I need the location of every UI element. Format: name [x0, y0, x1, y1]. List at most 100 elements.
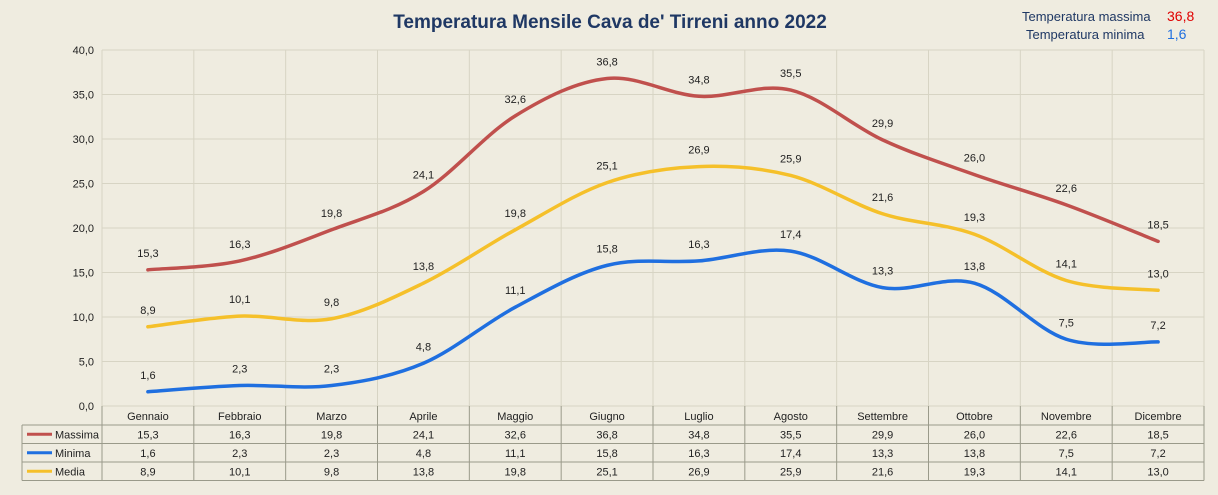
category-label: Ottobre	[956, 411, 993, 423]
series-line-massima	[146, 76, 1160, 272]
table-cell: 8,9	[140, 466, 155, 478]
data-label-minima: 16,3	[688, 239, 709, 251]
table-cell: 13,8	[964, 448, 985, 460]
table-cell: 13,8	[413, 466, 434, 478]
data-point-massima	[972, 173, 976, 177]
category-label: Settembre	[857, 411, 908, 423]
min-annotation-value: 1,6	[1167, 26, 1187, 42]
table-cell: 26,9	[688, 466, 709, 478]
legend-label-minima: Minima	[55, 448, 91, 460]
data-point-media	[146, 325, 150, 329]
category-label: Marzo	[316, 411, 347, 423]
data-label-media: 19,3	[964, 212, 985, 224]
data-point-massima	[146, 268, 150, 272]
data-label-media: 13,0	[1147, 268, 1168, 280]
data-point-media	[513, 228, 517, 232]
table-cell: 11,1	[505, 448, 526, 460]
data-point-minima	[697, 259, 701, 263]
table-cell: 25,1	[596, 466, 617, 478]
y-tick-label: 0,0	[79, 401, 94, 413]
data-label-massima: 16,3	[229, 239, 250, 251]
y-tick-label: 5,0	[79, 357, 94, 369]
table-cell: 9,8	[324, 466, 339, 478]
data-label-media: 19,8	[505, 208, 526, 220]
data-label-minima: 11,1	[505, 285, 526, 297]
data-point-massima	[238, 259, 242, 263]
legend-label-massima: Massima	[55, 429, 100, 441]
max-annotation-label: Temperatura massima	[1022, 9, 1151, 24]
data-label-massima: 32,6	[505, 94, 526, 106]
data-point-media	[697, 165, 701, 169]
category-label: Gennaio	[127, 411, 169, 423]
data-point-media	[1064, 279, 1068, 283]
data-label-media: 26,9	[688, 145, 709, 157]
category-label: Luglio	[684, 411, 713, 423]
category-label: Aprile	[409, 411, 437, 423]
table-cell: 13,0	[1147, 466, 1168, 478]
data-point-massima	[1064, 203, 1068, 207]
data-label-massima: 24,1	[413, 170, 434, 182]
data-label-massima: 35,5	[780, 68, 801, 80]
table-cell: 15,8	[596, 448, 617, 460]
table-cell: 1,6	[140, 448, 155, 460]
data-label-minima: 1,6	[140, 370, 155, 382]
data-point-massima	[697, 94, 701, 98]
table-cell: 2,3	[324, 448, 339, 460]
category-labels: Gennaio Febbraio Marzo Aprile Maggio Giugno Lu…	[127, 411, 1182, 423]
table-cell: 2,3	[232, 448, 247, 460]
data-label-media: 13,8	[413, 261, 434, 273]
category-label: Novembre	[1041, 411, 1092, 423]
data-point-minima	[789, 249, 793, 253]
table-cell: 16,3	[229, 429, 250, 441]
data-point-media	[238, 314, 242, 318]
data-label-minima: 2,3	[324, 364, 339, 376]
table-cell: 21,6	[872, 466, 893, 478]
data-point-minima	[881, 286, 885, 290]
series-line-media	[146, 164, 1160, 329]
data-point-minima	[238, 384, 242, 388]
max-annotation-value: 36,8	[1167, 8, 1194, 24]
table-cell: 22,6	[1056, 429, 1077, 441]
gridlines	[101, 49, 1205, 407]
data-point-massima	[881, 138, 885, 142]
data-label-media: 25,1	[596, 161, 617, 173]
data-label-minima: 2,3	[232, 364, 247, 376]
table-cell: 4,8	[416, 448, 431, 460]
data-label-minima: 7,5	[1059, 317, 1074, 329]
table-cell: 19,8	[505, 466, 526, 478]
data-point-media	[881, 212, 885, 216]
data-point-media	[972, 232, 976, 236]
data-point-minima	[421, 361, 425, 365]
data-point-minima	[513, 305, 517, 309]
data-label-massima: 34,8	[688, 74, 709, 86]
data-label-media: 21,6	[872, 192, 893, 204]
data-label-media: 14,1	[1056, 259, 1077, 271]
y-tick-label: 30,0	[73, 134, 94, 146]
y-tick-label: 20,0	[73, 223, 94, 235]
data-label-massima: 22,6	[1056, 183, 1077, 195]
data-labels: 15,3 16,3 19,8 24,1 32,6 36,8 34,8 35,5 29,9 26,0…	[137, 56, 1169, 381]
data-label-massima: 15,3	[137, 248, 158, 260]
chart-title: Temperatura Mensile Cava de' Tirreni ann…	[393, 12, 827, 33]
table-cell: 26,0	[964, 429, 985, 441]
data-table: Massima 15,3 16,3 19,8 24,1 32,6 36,8 34,8 35,5 2…	[21, 406, 1205, 481]
data-label-media: 25,9	[780, 153, 801, 165]
table-cell: 24,1	[413, 429, 434, 441]
table-cell: 29,9	[872, 429, 893, 441]
data-label-massima: 36,8	[596, 56, 617, 68]
table-cell: 10,1	[229, 466, 250, 478]
y-tick-label: 15,0	[73, 268, 94, 280]
data-label-minima: 15,8	[596, 243, 617, 255]
table-cell: 19,8	[321, 429, 342, 441]
data-label-massima: 29,9	[872, 118, 893, 130]
min-annotation-label: Temperatura minima	[1026, 27, 1145, 42]
category-label: Agosto	[774, 411, 808, 423]
table-cell: 15,3	[137, 429, 158, 441]
category-label: Dicembre	[1135, 411, 1182, 423]
data-label-minima: 13,3	[872, 266, 893, 278]
table-cell: 34,8	[688, 429, 709, 441]
data-label-minima: 4,8	[416, 341, 431, 353]
table-cell: 17,4	[780, 448, 801, 460]
series-lines	[146, 76, 1160, 394]
